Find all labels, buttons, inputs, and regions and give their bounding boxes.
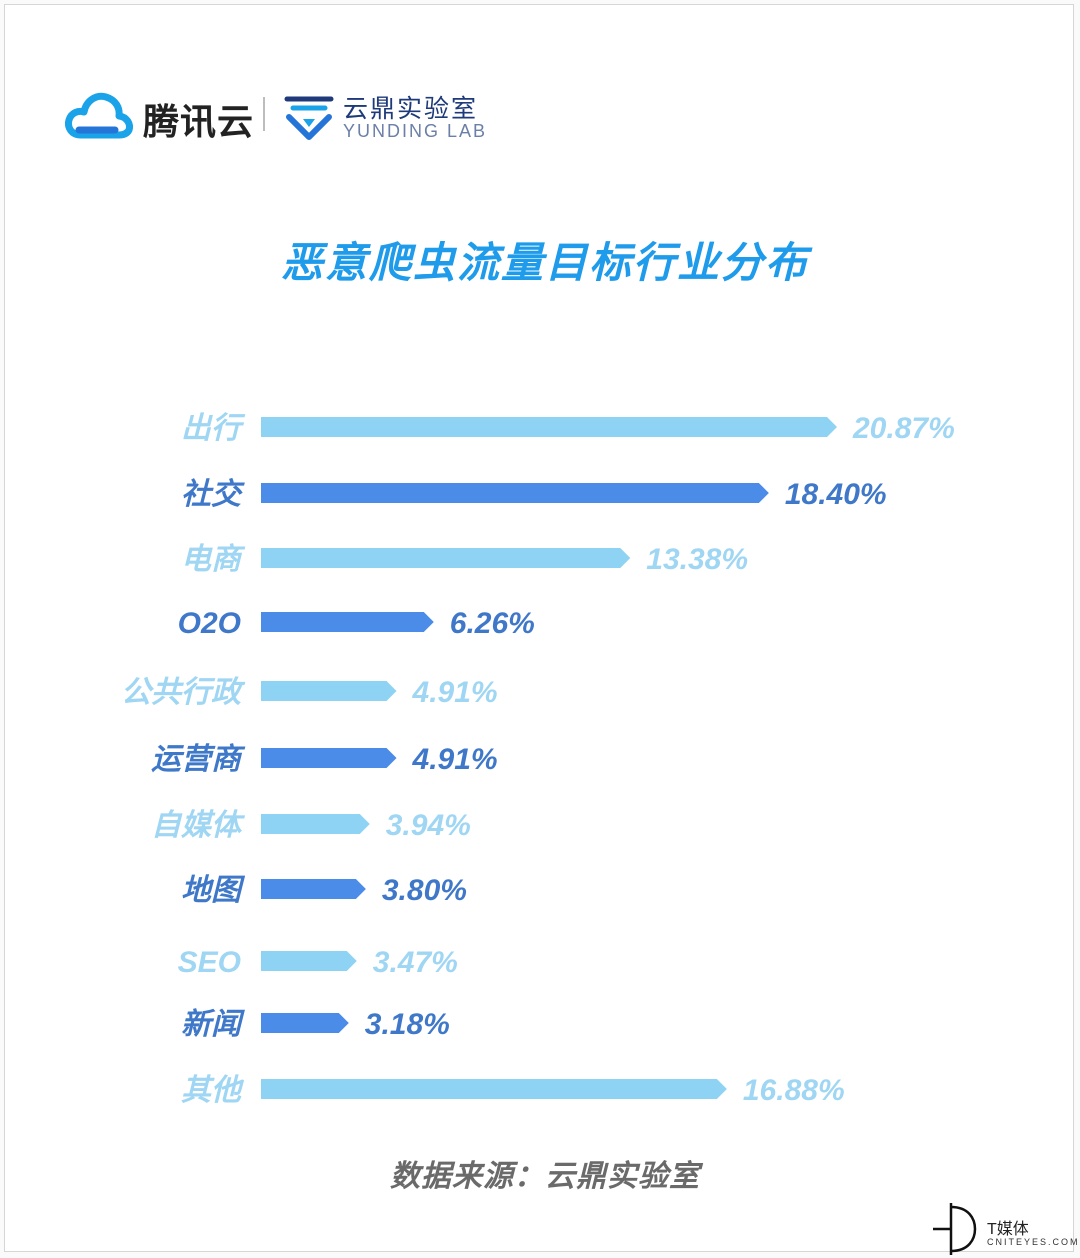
page-frame: 腾讯云 云鼎实验室 YUNDING LAB 恶意爬虫流量目标行业分布 出行 20.… [4,4,1078,1255]
logo-divider [263,97,265,131]
category-label: 自媒体 [151,809,246,842]
category-label: 其他 [181,1074,245,1107]
bar [261,417,838,437]
watermark-domain: CNITEYES.COM [987,1237,1080,1247]
value-label: 3.18% [365,1008,450,1041]
watermark-logo-icon [933,1203,977,1255]
bar [261,814,370,834]
bar [261,951,357,971]
bar [261,748,397,768]
category-label: SEO [178,946,241,979]
yunding-lab-english-name: YUNDING LAB [343,121,488,141]
value-label: 3.94% [386,809,471,842]
category-label: 新闻 [181,1008,245,1041]
chart-title: 恶意爬虫流量目标行业分布 [280,239,809,286]
value-label: 4.91% [412,743,498,776]
category-label: 电商 [181,543,246,576]
yunding-lab-name: 云鼎实验室 [343,95,479,123]
value-label: 6.26% [450,607,535,640]
value-label: 13.38% [646,543,748,576]
category-label: 地图 [181,874,246,907]
value-label: 3.47% [373,946,458,979]
value-label: 3.80% [382,874,467,907]
value-label: 20.87% [852,412,955,445]
value-label: 16.88% [743,1074,845,1107]
yunding-lab-logo-icon [284,96,334,140]
category-label: 出行 [181,412,246,445]
value-label: 18.40% [785,478,887,511]
bar [261,1013,349,1033]
tencent-cloud-name: 腾讯云 [143,101,255,142]
value-label: 4.91% [412,676,498,709]
watermark-name: T媒体 [987,1221,1029,1238]
category-label: O2O [178,607,241,640]
category-label: 公共行政 [121,676,246,709]
bar [261,548,631,568]
bar [261,483,769,503]
category-label: 社交 [181,477,245,511]
bar [261,879,366,899]
tencent-cloud-logo-icon [65,92,133,139]
bar [261,1079,727,1099]
category-label: 运营商 [151,743,246,776]
bar [261,681,397,701]
bar [261,612,434,632]
data-source-note: 数据来源：云鼎实验室 [390,1160,700,1193]
bar-chart: 出行 20.87% 社交 18.40% 电商 13.38% O2O 6.26% 公共行政 4.91… [121,412,955,1107]
